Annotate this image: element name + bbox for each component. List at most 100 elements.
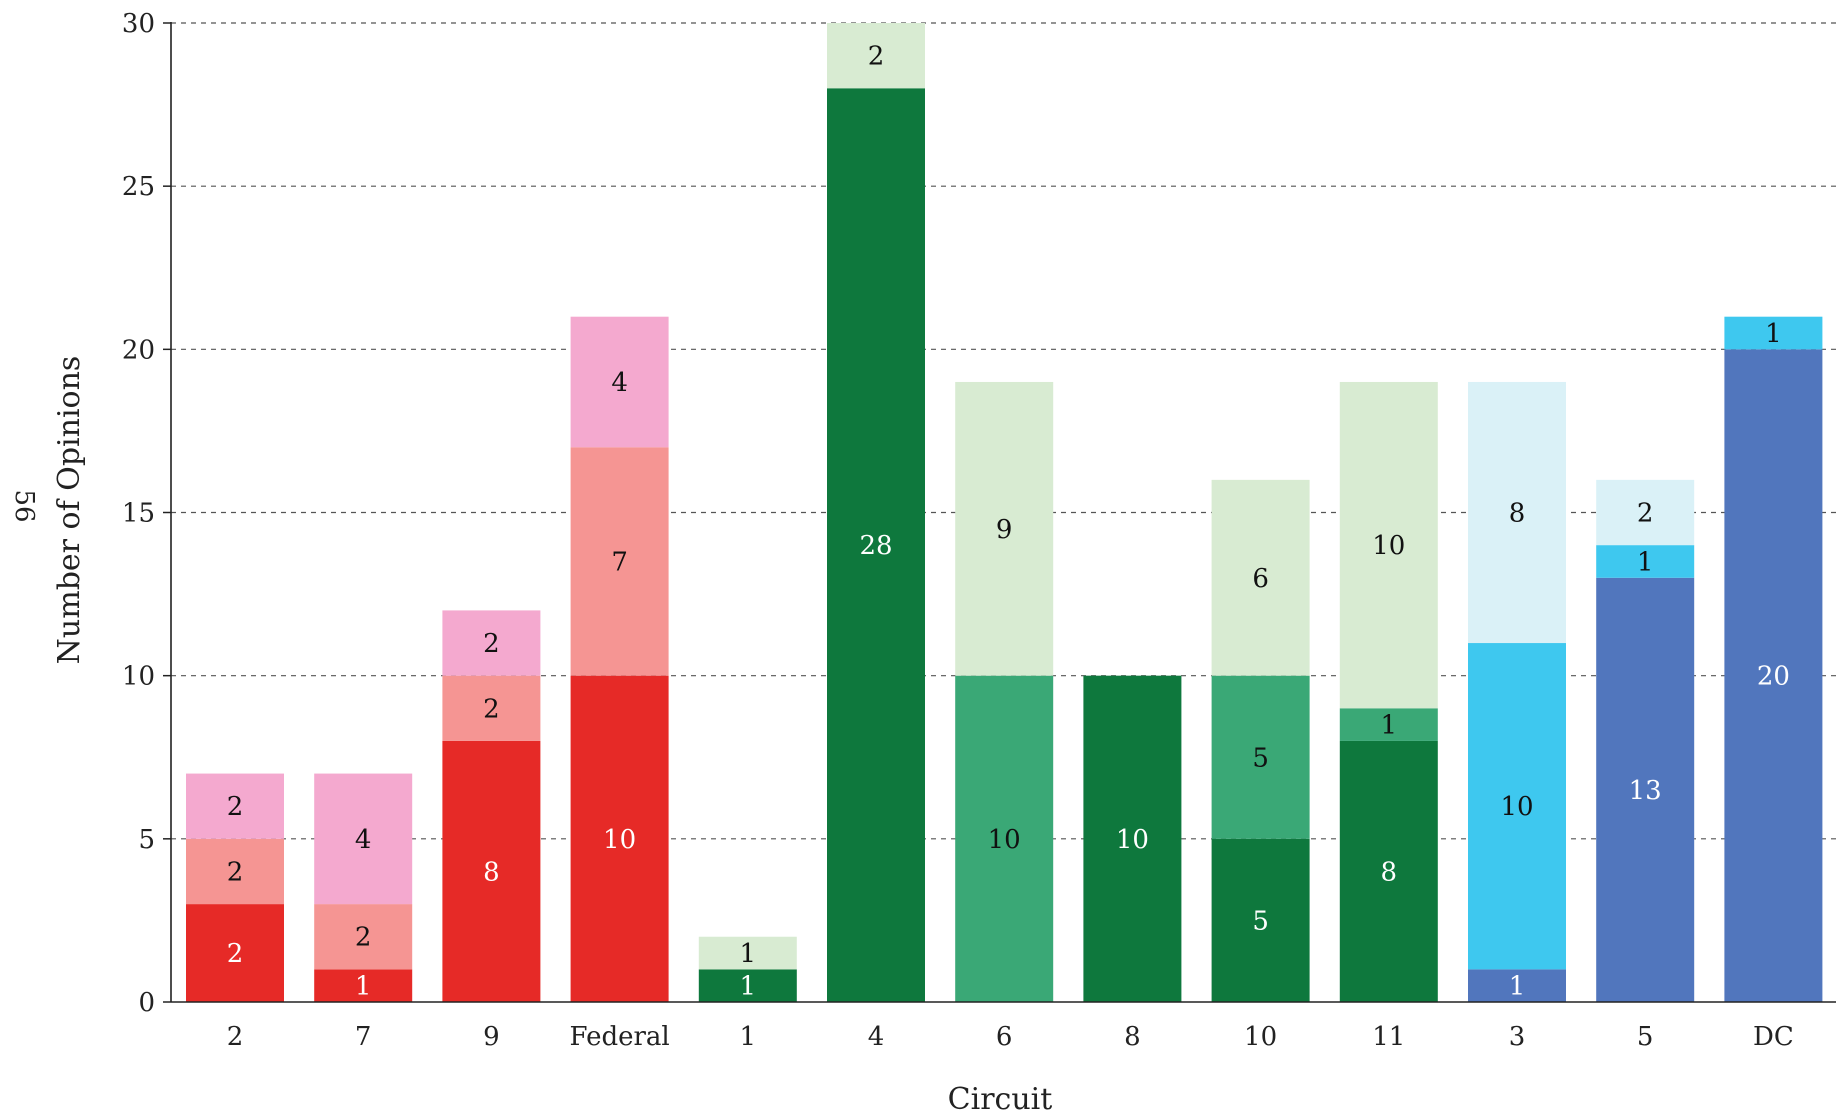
y-tick-label-30: 30 (122, 9, 155, 39)
x-tick-label-5: 5 (1637, 1022, 1654, 1052)
bar-3: 1 10 8 (1468, 381, 1566, 1002)
x-tick-label-2: 2 (227, 1022, 244, 1052)
bar-segment-6-0 (955, 675, 1054, 1002)
bar-segment-10-0 (1211, 838, 1310, 1002)
x-tick-label-3: 3 (1509, 1022, 1526, 1052)
data-label-6-1: 9 (996, 515, 1013, 545)
data-label-7-0: 1 (355, 972, 372, 1002)
bar-7: 1 2 4 (314, 773, 413, 1002)
data-label-3-1: 10 (1500, 792, 1533, 822)
bar-segment-3-1 (1468, 643, 1566, 970)
data-label-11-2: 10 (1372, 531, 1405, 561)
bar-segment-7-2 (314, 773, 413, 905)
x-tick-label-11: 11 (1372, 1022, 1405, 1052)
x-tick-label-6: 6 (996, 1022, 1013, 1052)
bar-segment-7-0 (314, 969, 413, 1002)
data-label-11-1: 1 (1381, 711, 1398, 741)
bar-DC: 20 1 (1724, 316, 1823, 1002)
data-label-10-0: 5 (1252, 906, 1269, 936)
y-tick-label-20: 20 (122, 335, 155, 365)
bar-segment-1-0 (698, 969, 797, 1002)
x-tick-label-DC: DC (1753, 1022, 1794, 1052)
bar-segment-4-0 (827, 88, 925, 1003)
x-tick-label-10: 10 (1244, 1022, 1277, 1052)
bar-segment-5-0 (1596, 577, 1695, 1002)
bar-segment-6-1 (955, 381, 1054, 676)
bar-11: 8 1 10 (1339, 381, 1438, 1002)
x-tick-label-4: 4 (868, 1022, 885, 1052)
bar-segment-3-2 (1468, 381, 1566, 644)
bar-segment-5-1 (1596, 545, 1695, 578)
bar-segment-5-2 (1596, 479, 1695, 546)
data-label-3-2: 8 (1509, 499, 1526, 529)
bar-segment-DC-0 (1724, 349, 1823, 1002)
bar-segment-9-0 (442, 740, 541, 1002)
data-label-9-1: 2 (483, 694, 500, 724)
bar-segment-9-1 (442, 675, 541, 741)
bars: 2221248221074112821091055681101108131220… (186, 23, 1823, 1003)
bar-segment-9-2 (442, 610, 541, 676)
data-label-2-0: 2 (227, 939, 244, 969)
data-label-Federal-1: 7 (611, 547, 628, 577)
data-label-DC-0: 20 (1757, 662, 1790, 692)
bar-segment-2-1 (186, 838, 284, 905)
bar-segment-DC-1 (1724, 316, 1823, 350)
data-label-4-0: 28 (859, 531, 892, 561)
bar-segment-8-0 (1083, 675, 1182, 1002)
data-label-2-2: 2 (227, 792, 244, 822)
data-label-11-0: 8 (1381, 857, 1398, 887)
x-tick-label-Federal: Federal (569, 1022, 669, 1052)
data-label-3-0: 1 (1509, 972, 1526, 1002)
bar-2: 2 2 2 (186, 773, 284, 1002)
bar-segment-11-2 (1339, 381, 1438, 709)
bar-8: 10 (1083, 675, 1182, 1002)
data-label-5-1: 1 (1637, 547, 1654, 577)
bar-9: 8 2 2 (442, 610, 541, 1002)
x-tick-label-1: 1 (740, 1022, 757, 1052)
data-label-10-2: 6 (1252, 564, 1269, 594)
bar-segment-4-1 (827, 23, 925, 89)
data-label-5-2: 2 (1637, 499, 1654, 529)
data-label-Federal-0: 10 (603, 825, 636, 855)
bar-segment-10-1 (1211, 675, 1310, 839)
bar-segment-7-1 (314, 904, 413, 970)
bar-segment-1-1 (698, 936, 797, 970)
bar-segment-Federal-2 (570, 316, 669, 448)
bar-segment-10-2 (1211, 479, 1310, 676)
x-tick-labels: 2 7 9 Federal 1 4 6 8 10 11 3 5 DC (227, 1022, 1794, 1052)
bar-Federal: 10 7 4 (570, 316, 669, 1002)
x-axis-label: Circuit (948, 1082, 1053, 1116)
data-label-Federal-2: 4 (611, 368, 628, 398)
y-axis-label: Number of Opinions (52, 356, 87, 665)
bar-5: 13 1 2 (1596, 479, 1695, 1002)
x-tick-label-9: 9 (483, 1022, 500, 1052)
bar-segment-11-1 (1339, 708, 1438, 741)
bar-6: 10 9 (955, 381, 1054, 1002)
bar-segment-2-0 (186, 904, 284, 1002)
data-label-9-2: 2 (483, 629, 500, 659)
data-label-1-1: 1 (740, 939, 757, 969)
x-tick-label-8: 8 (1124, 1022, 1141, 1052)
y-tick-label-10: 10 (122, 662, 155, 692)
x-tick-label-7: 7 (355, 1022, 372, 1052)
y-tick-label-5: 5 (138, 825, 155, 855)
data-label-2-1: 2 (227, 857, 244, 887)
data-label-1-0: 1 (740, 972, 757, 1002)
bar-segment-11-0 (1339, 740, 1438, 1002)
data-label-7-2: 4 (355, 825, 372, 855)
y-tick-label-15: 15 (122, 499, 155, 529)
data-label-8-0: 10 (1116, 825, 1149, 855)
bar-segment-3-0 (1468, 969, 1566, 1002)
data-label-5-0: 13 (1629, 776, 1662, 806)
y-tick-label-0: 0 (138, 988, 155, 1018)
data-label-9-0: 8 (483, 857, 500, 887)
data-label-10-1: 5 (1252, 743, 1269, 773)
data-label-7-1: 2 (355, 923, 372, 953)
bar-1: 11 (698, 936, 797, 1002)
data-label-4-1: 2 (868, 42, 885, 72)
data-label-DC-1: 1 (1765, 319, 1782, 349)
bar-segment-2-2 (186, 773, 284, 839)
bar-10: 5 5 6 (1211, 479, 1310, 1002)
data-label-6-0: 10 (988, 825, 1021, 855)
bar-segment-Federal-1 (570, 447, 669, 676)
